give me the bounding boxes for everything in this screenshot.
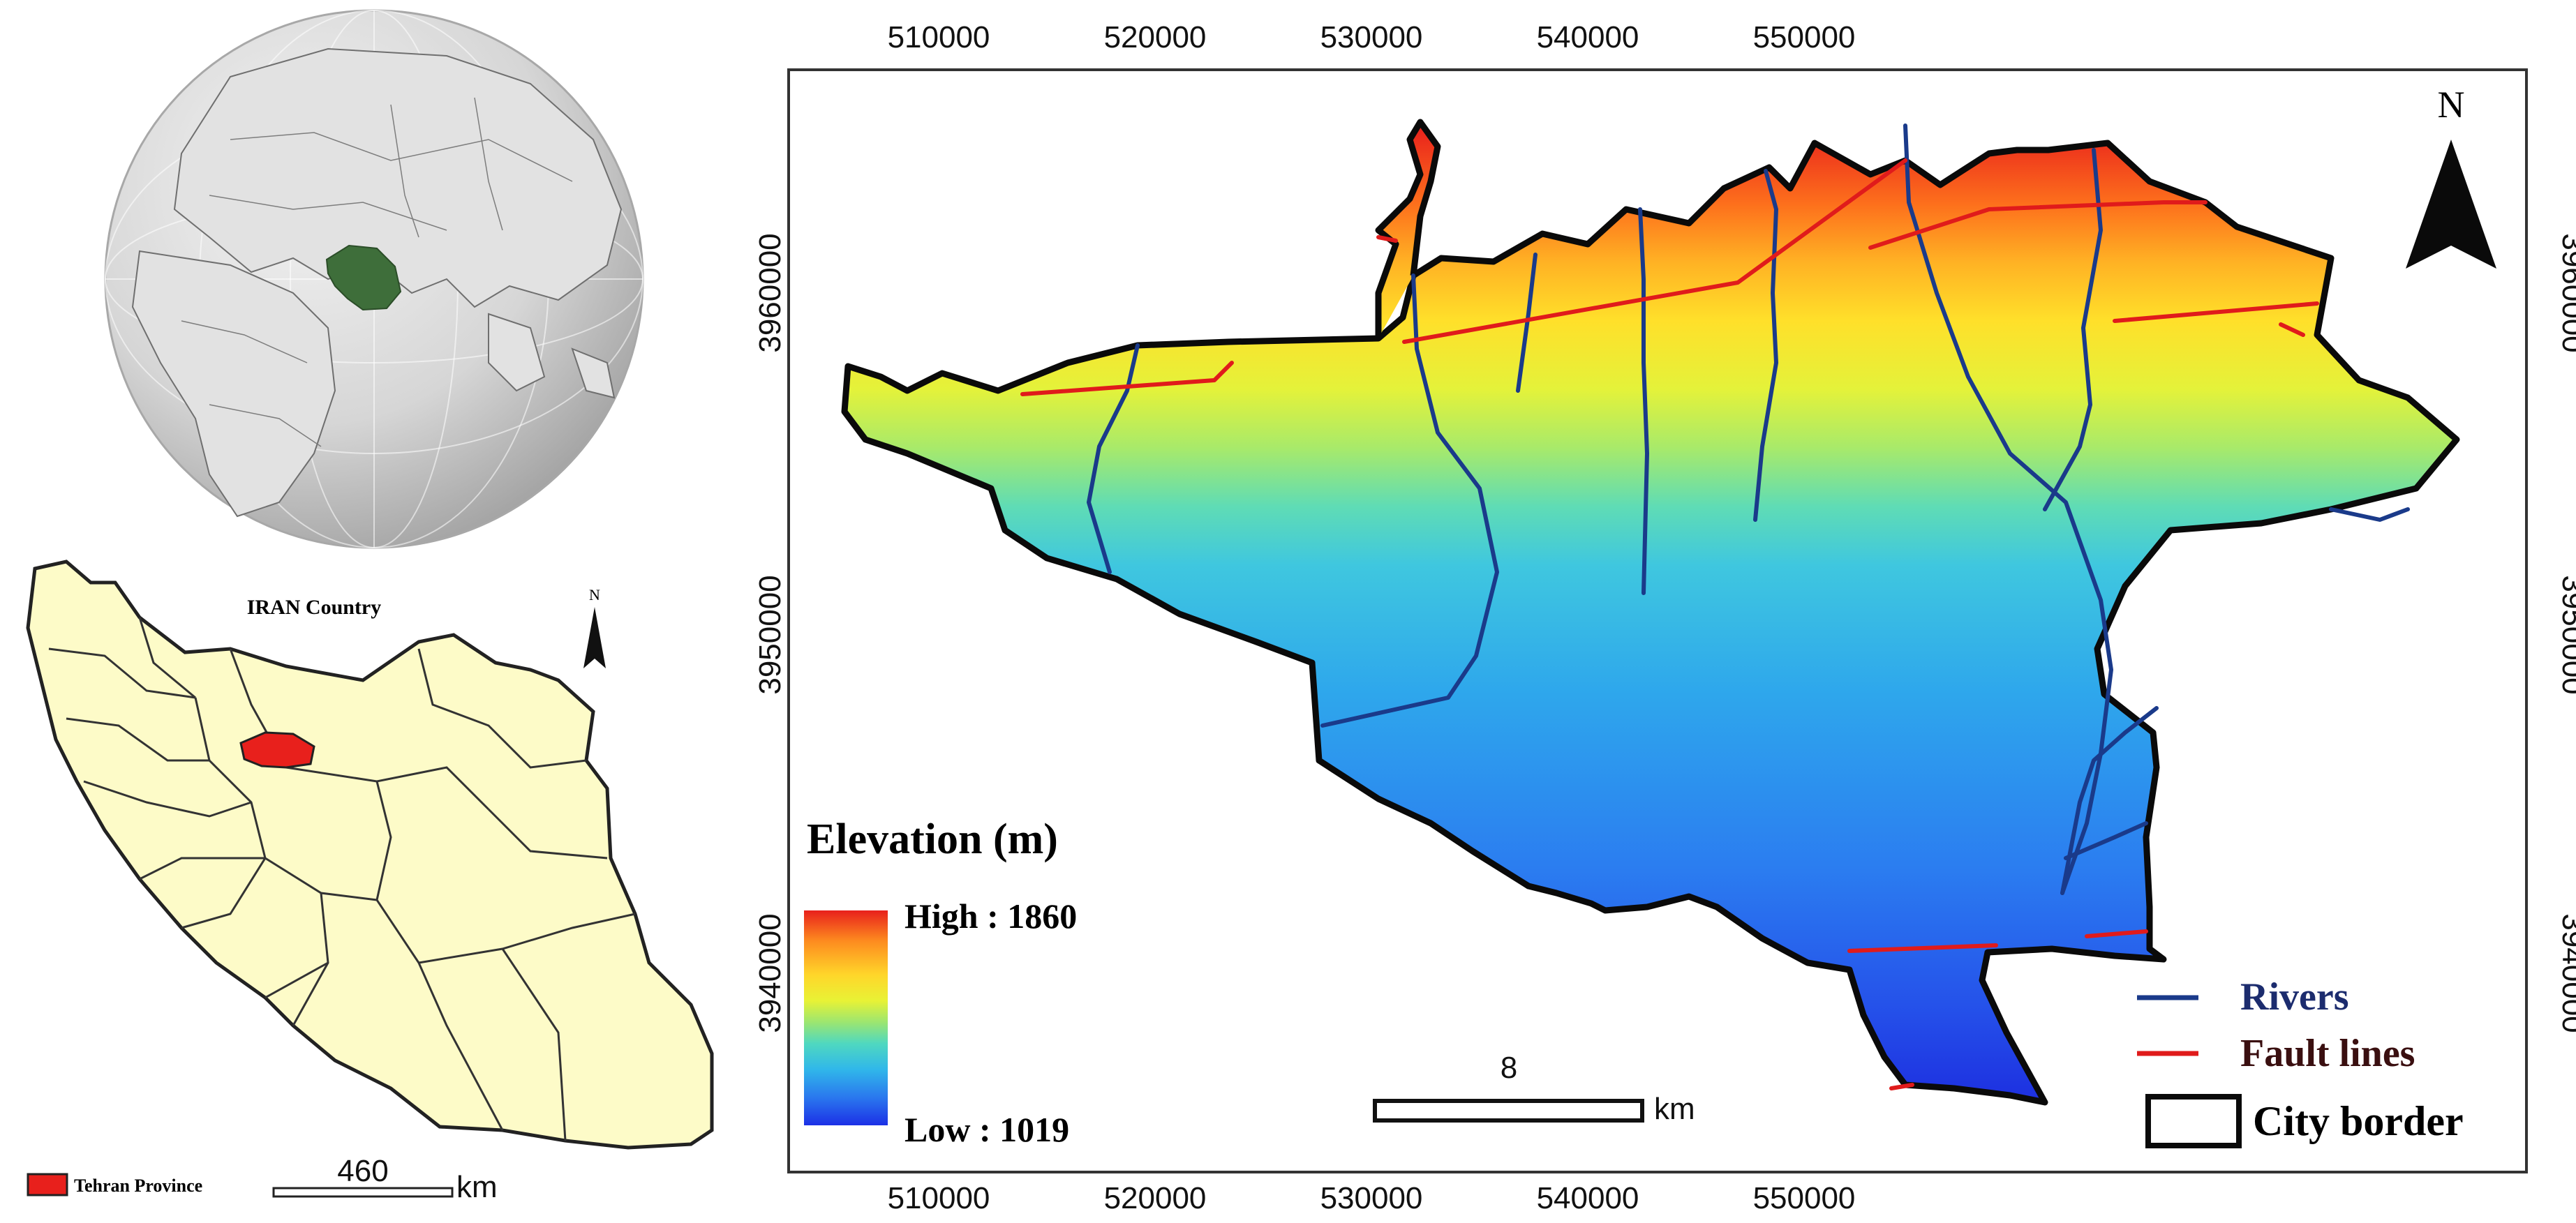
iran-north-arrow: N xyxy=(583,586,606,668)
main-map: 510000 520000 530000 540000 550000 51000… xyxy=(753,20,2576,1215)
iran-map-title: IRAN Country xyxy=(247,596,382,619)
x-tick-top: 540000 xyxy=(1537,20,1639,54)
fault-line xyxy=(1020,361,1234,396)
y-ticks-right: 3960000 3950000 3940000 xyxy=(2556,233,2576,1033)
river xyxy=(1516,253,1538,393)
iran-province-borders xyxy=(48,617,636,1141)
x-tick-top: 550000 xyxy=(1753,20,1856,54)
globe-borders xyxy=(181,97,573,447)
rivers xyxy=(1087,123,2410,895)
globe-iran-highlight xyxy=(325,244,402,311)
river xyxy=(1903,123,2113,895)
y-tick-left: 3960000 xyxy=(753,233,787,352)
river xyxy=(1087,343,1140,574)
y-ticks-left: 3960000 3950000 3940000 xyxy=(753,233,787,1033)
x-tick-top: 510000 xyxy=(888,20,990,54)
fault-lines xyxy=(1020,158,2319,1090)
fault-line xyxy=(2085,929,2148,938)
iran-scale-value: 460 xyxy=(337,1154,388,1188)
iran-north-label: N xyxy=(589,586,600,603)
city-elevation-raster xyxy=(841,140,2460,1106)
main-north-label: N xyxy=(2438,84,2465,126)
main-scale-unit: km xyxy=(1654,1092,1695,1126)
river xyxy=(1320,273,1499,728)
iran-scale-unit: km xyxy=(456,1170,498,1204)
iran-outline xyxy=(26,560,714,1150)
x-tick-bottom: 530000 xyxy=(1320,1181,1423,1215)
river xyxy=(1638,207,1649,595)
river xyxy=(2064,821,2148,860)
iran-inset: IRAN Country N Tehran Prov xyxy=(26,560,714,1204)
elevation-legend: Elevation (m) High : 1860 Low : 1019 xyxy=(804,816,1077,1149)
y-tick-right: 3960000 xyxy=(2556,233,2576,352)
elevation-high-label: High : 1860 xyxy=(904,896,1077,936)
river xyxy=(1753,169,1778,522)
y-tick-left: 3950000 xyxy=(753,575,787,694)
north-arrow-icon xyxy=(2406,140,2496,269)
fault-line xyxy=(1889,1083,1914,1090)
x-tick-bottom: 520000 xyxy=(1104,1181,1207,1215)
globe-landmasses xyxy=(131,47,623,518)
x-ticks-bottom: 510000 520000 530000 540000 550000 xyxy=(888,1181,1856,1215)
tehran-legend-label: Tehran Province xyxy=(74,1176,202,1196)
x-tick-bottom: 510000 xyxy=(888,1181,990,1215)
fault-line xyxy=(1376,235,1398,243)
main-scale-bar xyxy=(1373,1099,1644,1123)
fault-line xyxy=(1402,158,1907,344)
tehran-province-highlight xyxy=(239,731,315,769)
x-tick-top: 530000 xyxy=(1320,20,1423,54)
fault-line xyxy=(2113,301,2319,323)
tehran-legend-swatch xyxy=(27,1173,68,1196)
y-tick-right: 3940000 xyxy=(2556,913,2576,1033)
city-border-legend-label: City border xyxy=(2253,1098,2464,1144)
fault-legend-label: Fault lines xyxy=(2240,1032,2415,1075)
fault-line xyxy=(1868,200,2208,250)
x-ticks-top: 510000 520000 530000 540000 550000 xyxy=(888,20,1856,54)
y-tick-right: 3950000 xyxy=(2556,575,2576,694)
city-border-legend-swatch xyxy=(2145,1094,2242,1148)
main-scale-value: 8 xyxy=(1501,1051,1517,1085)
fault-line xyxy=(1847,943,1998,953)
river xyxy=(2329,507,2410,522)
fault-line xyxy=(2279,322,2305,337)
main-north-arrow: N xyxy=(2406,84,2496,269)
x-tick-top: 520000 xyxy=(1104,20,1207,54)
y-tick-left: 3940000 xyxy=(753,913,787,1033)
feature-legend: Rivers Fault lines City border xyxy=(2137,975,2464,1148)
river xyxy=(2060,706,2159,895)
elevation-color-ramp xyxy=(804,910,888,1125)
north-arrow-icon xyxy=(583,607,606,668)
elevation-low-label: Low : 1019 xyxy=(904,1110,1069,1149)
x-tick-bottom: 540000 xyxy=(1537,1181,1639,1215)
globe-inset xyxy=(104,9,644,549)
rivers-legend-label: Rivers xyxy=(2240,975,2349,1019)
city-north-lobe xyxy=(1375,119,1441,338)
x-tick-bottom: 550000 xyxy=(1753,1181,1856,1215)
iran-scale-bar xyxy=(272,1187,454,1198)
river xyxy=(2043,148,2103,511)
elevation-title: Elevation (m) xyxy=(807,816,1058,863)
main-scale-bar-group: 8 km xyxy=(1373,1051,1695,1126)
